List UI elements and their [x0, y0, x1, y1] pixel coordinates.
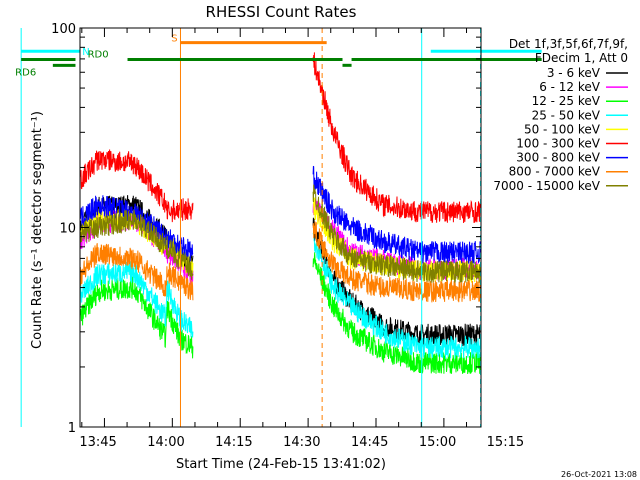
- legend-label: 12 - 25 keV: [532, 94, 601, 108]
- y-tick-label: 100: [51, 22, 76, 37]
- x-tick-label: 14:30: [283, 435, 320, 450]
- series-layer: [80, 52, 481, 375]
- legend-label: 50 - 100 keV: [524, 122, 601, 136]
- legend-label: 3 - 6 keV: [547, 66, 601, 80]
- chart-title: RHESSI Count Rates: [206, 3, 357, 21]
- x-tick-label: 15:00: [419, 435, 456, 450]
- series-line-800-7000-kev: [80, 221, 481, 303]
- legend-label: 300 - 800 keV: [516, 151, 600, 165]
- legend: Det 1f,3f,5f,6f,7f,9f,FDecim 1, Att 03 -…: [493, 37, 628, 193]
- y-tick-label: 10: [59, 222, 76, 237]
- y-axis-label: Count Rate (s⁻¹ detector segment⁻¹): [30, 111, 45, 349]
- segment-label-3: RD0: [88, 50, 109, 61]
- series-line-7000-15000-kev: [80, 184, 481, 284]
- segment-label-4: RD6: [15, 67, 36, 78]
- y-tick-label: 1: [68, 421, 76, 436]
- legend-label: 800 - 7000 keV: [509, 165, 601, 179]
- legend-label: 6 - 12 keV: [539, 80, 601, 94]
- x-tick-label: 15:15: [487, 435, 524, 450]
- legend-label: 7000 - 15000 keV: [493, 179, 600, 193]
- x-tick-label: 14:00: [147, 435, 184, 450]
- legend-label: 25 - 50 keV: [532, 108, 601, 122]
- series-line-12-25-kev: [80, 252, 481, 375]
- x-tick-label: 13:45: [79, 435, 116, 450]
- plot-area: N S RD0 RD6 1 10 100 13:45 14:00 14:15 14:30 14:45 1…: [15, 22, 542, 450]
- legend-label: 100 - 300 keV: [516, 137, 600, 151]
- segment-label-2: S: [171, 34, 177, 45]
- series-line-25-50-kev: [80, 231, 481, 359]
- legend-header-1: FDecim 1, Att 0: [535, 51, 628, 65]
- x-tick-label: 14:45: [351, 435, 388, 450]
- x-axis-label: Start Time (24-Feb-15 13:41:02): [176, 457, 386, 472]
- segment-label-0: N: [82, 47, 89, 58]
- legend-header-0: Det 1f,3f,5f,6f,7f,9f,: [509, 37, 628, 51]
- x-tick-label: 14:15: [215, 435, 252, 450]
- footer-date: 26-Oct-2021 13:08: [561, 470, 637, 479]
- series-line-100-300-kev: [80, 52, 481, 224]
